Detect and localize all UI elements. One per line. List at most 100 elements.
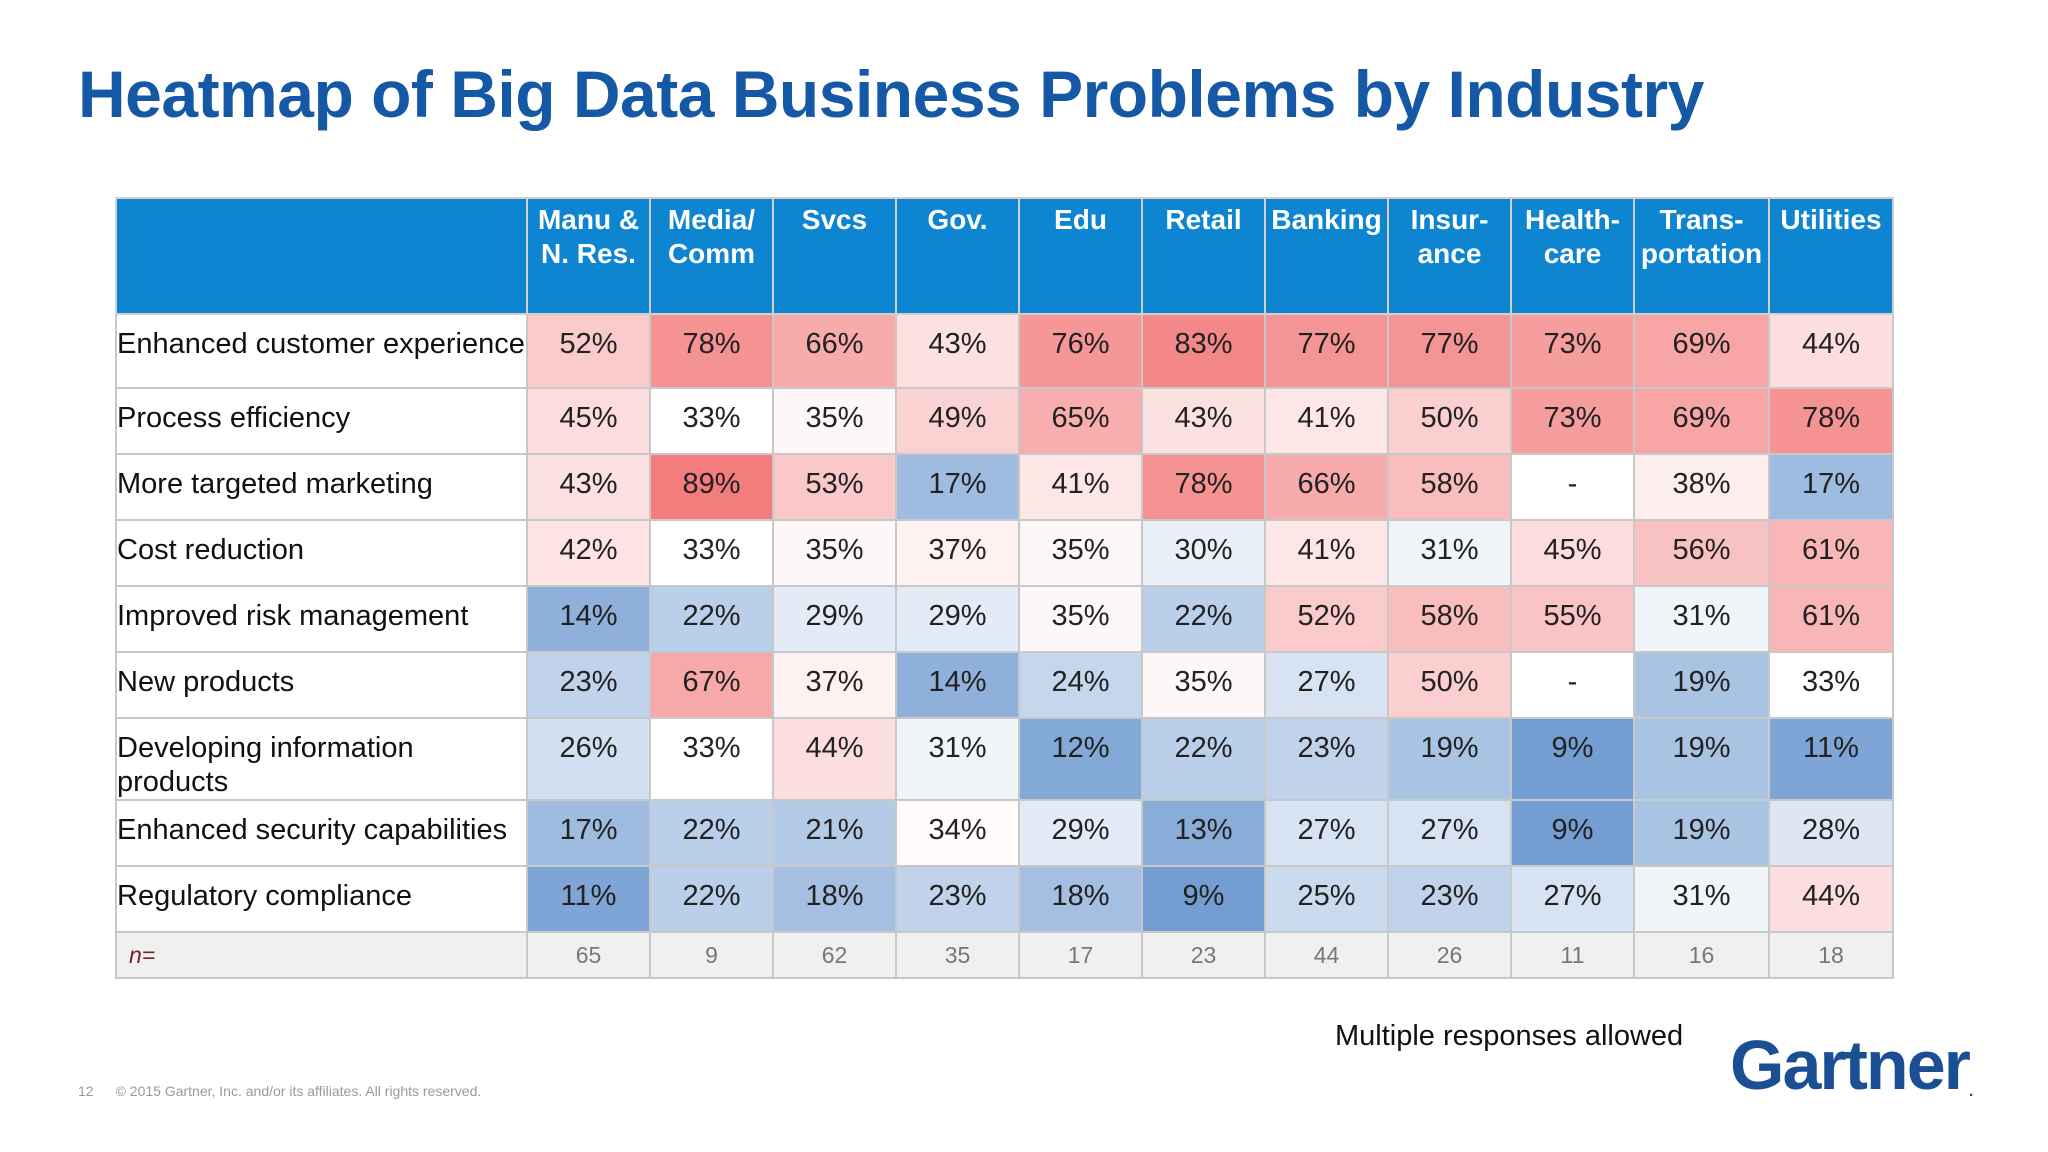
column-header: Gov. — [895, 197, 1020, 315]
column-header-line: Insur- — [1410, 204, 1489, 235]
column-header: Media/Comm — [649, 197, 774, 315]
heatmap-cell: 66% — [772, 313, 897, 389]
heatmap-cell: 27% — [1264, 799, 1389, 867]
column-header: Trans-portation — [1633, 197, 1770, 315]
heatmap-cell: 14% — [526, 585, 651, 653]
heatmap-cell: 24% — [1018, 651, 1143, 719]
heatmap-cell: 52% — [526, 313, 651, 389]
heatmap-cell: 14% — [895, 651, 1020, 719]
column-header: Manu & N. Res. — [526, 197, 651, 315]
heatmap-cell: 66% — [1264, 453, 1389, 521]
heatmap-cell: 78% — [649, 313, 774, 389]
heatmap-cell: 45% — [1510, 519, 1635, 587]
heatmap-cell: 41% — [1264, 519, 1389, 587]
heatmap-cell: 52% — [1264, 585, 1389, 653]
row-label: New products — [115, 651, 528, 719]
heatmap-cell: 28% — [1768, 799, 1894, 867]
heatmap-cell: 50% — [1387, 387, 1512, 455]
heatmap-cell: 17% — [1768, 453, 1894, 521]
heatmap-cell: 35% — [1141, 651, 1266, 719]
heatmap-cell: 13% — [1141, 799, 1266, 867]
heatmap-cell: 22% — [649, 865, 774, 933]
heatmap-cell: 61% — [1768, 519, 1894, 587]
heatmap-cell: 9% — [1141, 865, 1266, 933]
heatmap-cell: 22% — [1141, 585, 1266, 653]
heatmap-row: Improved risk management 14% 22% 29% 29% 35% 2… — [115, 585, 1894, 653]
heatmap-cell: 19% — [1633, 651, 1770, 719]
heatmap-cell: 22% — [649, 799, 774, 867]
heatmap-row: Cost reduction 42% 33% 35% 37% 35% 30% 41% 31% 45… — [115, 519, 1894, 587]
column-header-line: Edu — [1054, 204, 1107, 235]
heatmap-cell: 33% — [649, 387, 774, 455]
heatmap-cell: 19% — [1633, 717, 1770, 801]
heatmap-cell: 41% — [1018, 453, 1143, 521]
heatmap-cell: 31% — [1633, 585, 1770, 653]
column-header-line: Gov. — [927, 204, 988, 235]
heatmap-cell: 25% — [1264, 865, 1389, 933]
heatmap-cell: 31% — [1387, 519, 1512, 587]
row-label: Enhanced security capabilities — [115, 799, 528, 867]
heatmap-row: Enhanced security capabilities 17% 22% 21% 3… — [115, 799, 1894, 867]
heatmap-cell: 44% — [772, 717, 897, 801]
column-header: Banking — [1264, 197, 1389, 315]
column-header: Insur-ance — [1387, 197, 1512, 315]
sample-size-cell: 17 — [1018, 931, 1143, 979]
heatmap-cell: 43% — [895, 313, 1020, 389]
heatmap-cell: 42% — [526, 519, 651, 587]
heatmap-cell: 30% — [1141, 519, 1266, 587]
heatmap-cell: 17% — [895, 453, 1020, 521]
sample-size-cell: 44 — [1264, 931, 1389, 979]
heatmap-cell: 35% — [1018, 585, 1143, 653]
heatmap-cell: 37% — [772, 651, 897, 719]
heatmap-cell: 33% — [1768, 651, 1894, 719]
column-header-line: N. Res. — [541, 238, 636, 269]
heatmap-cell: 18% — [772, 865, 897, 933]
heatmap-cell: - — [1510, 453, 1635, 521]
column-header: Svcs — [772, 197, 897, 315]
row-label: More targeted marketing — [115, 453, 528, 521]
heatmap-cell: 49% — [895, 387, 1020, 455]
heatmap-cell: 33% — [649, 519, 774, 587]
heatmap-cell: 33% — [649, 717, 774, 801]
page-number: 12 — [78, 1083, 94, 1099]
heatmap-row: New products 23% 67% 37% 14% 24% 35% 27% 50% -19%… — [115, 651, 1894, 719]
heatmap-cell: 65% — [1018, 387, 1143, 455]
sample-size-row: n= 65 9 62 35 17 23 44 26 11 16 18 — [115, 931, 1894, 979]
heatmap-cell: 67% — [649, 651, 774, 719]
heatmap-cell: 19% — [1633, 799, 1770, 867]
column-header: Edu — [1018, 197, 1143, 315]
column-header: Health-care — [1510, 197, 1635, 315]
copyright-text: © 2015 Gartner, Inc. and/or its affiliat… — [115, 1083, 482, 1099]
column-header-line: Manu & — [537, 204, 640, 235]
heatmap-cell: 35% — [1018, 519, 1143, 587]
heatmap-cell: 78% — [1141, 453, 1266, 521]
heatmap-cell: 61% — [1768, 585, 1894, 653]
heatmap-row: Developing information products 26% 33% 44%… — [115, 717, 1894, 801]
heatmap-cell: 31% — [895, 717, 1020, 801]
sample-size-cell: 18 — [1768, 931, 1894, 979]
heatmap-cell: 78% — [1768, 387, 1894, 455]
sample-size-cell: 62 — [772, 931, 897, 979]
heatmap-cell: 77% — [1264, 313, 1389, 389]
heatmap-cell: 41% — [1264, 387, 1389, 455]
header-row: Manu & N. Res. Media/Comm Svcs Gov. Edu Retail… — [115, 197, 1894, 315]
column-header: Utilities — [1768, 197, 1894, 315]
sample-size-cell: 35 — [895, 931, 1020, 979]
column-header-line: Trans- — [1659, 204, 1744, 235]
heatmap-cell: 38% — [1633, 453, 1770, 521]
heatmap-cell: 43% — [526, 453, 651, 521]
heatmap-cell: 55% — [1510, 585, 1635, 653]
heatmap-cell: 76% — [1018, 313, 1143, 389]
heatmap-cell: 23% — [1264, 717, 1389, 801]
heatmap-cell: 23% — [895, 865, 1020, 933]
heatmap-cell: 22% — [1141, 717, 1266, 801]
heatmap-cell: 29% — [772, 585, 897, 653]
heatmap-cell: 23% — [526, 651, 651, 719]
heatmap-cell: 35% — [772, 519, 897, 587]
heatmap-cell: 19% — [1387, 717, 1512, 801]
heatmap-cell: 50% — [1387, 651, 1512, 719]
heatmap-cell: 23% — [1387, 865, 1512, 933]
heatmap-cell: 11% — [1768, 717, 1894, 801]
column-header-line: portation — [1640, 238, 1763, 269]
row-label: Developing information products — [115, 717, 528, 801]
